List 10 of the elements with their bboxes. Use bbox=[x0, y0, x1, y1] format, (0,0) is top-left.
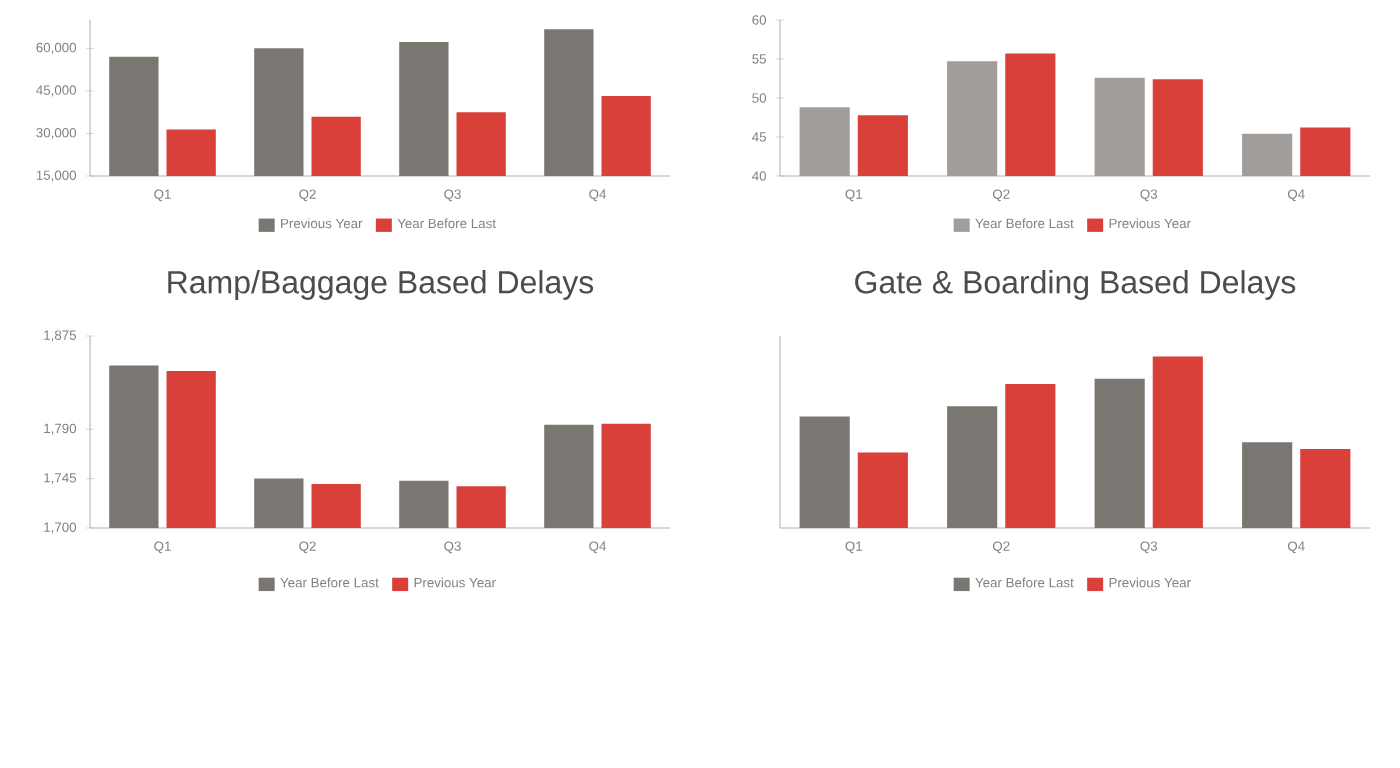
bar bbox=[1094, 378, 1145, 528]
bar bbox=[1300, 449, 1351, 528]
bar bbox=[857, 452, 908, 528]
chart-title: Gate & Boarding Based Delays bbox=[855, 270, 1296, 300]
bar bbox=[1242, 442, 1293, 528]
bar bbox=[799, 416, 850, 528]
bar bbox=[1005, 383, 1056, 528]
chart-title: Ramp/Baggage Based Delays bbox=[168, 270, 594, 300]
bar bbox=[947, 406, 998, 528]
bar bbox=[1152, 356, 1203, 528]
